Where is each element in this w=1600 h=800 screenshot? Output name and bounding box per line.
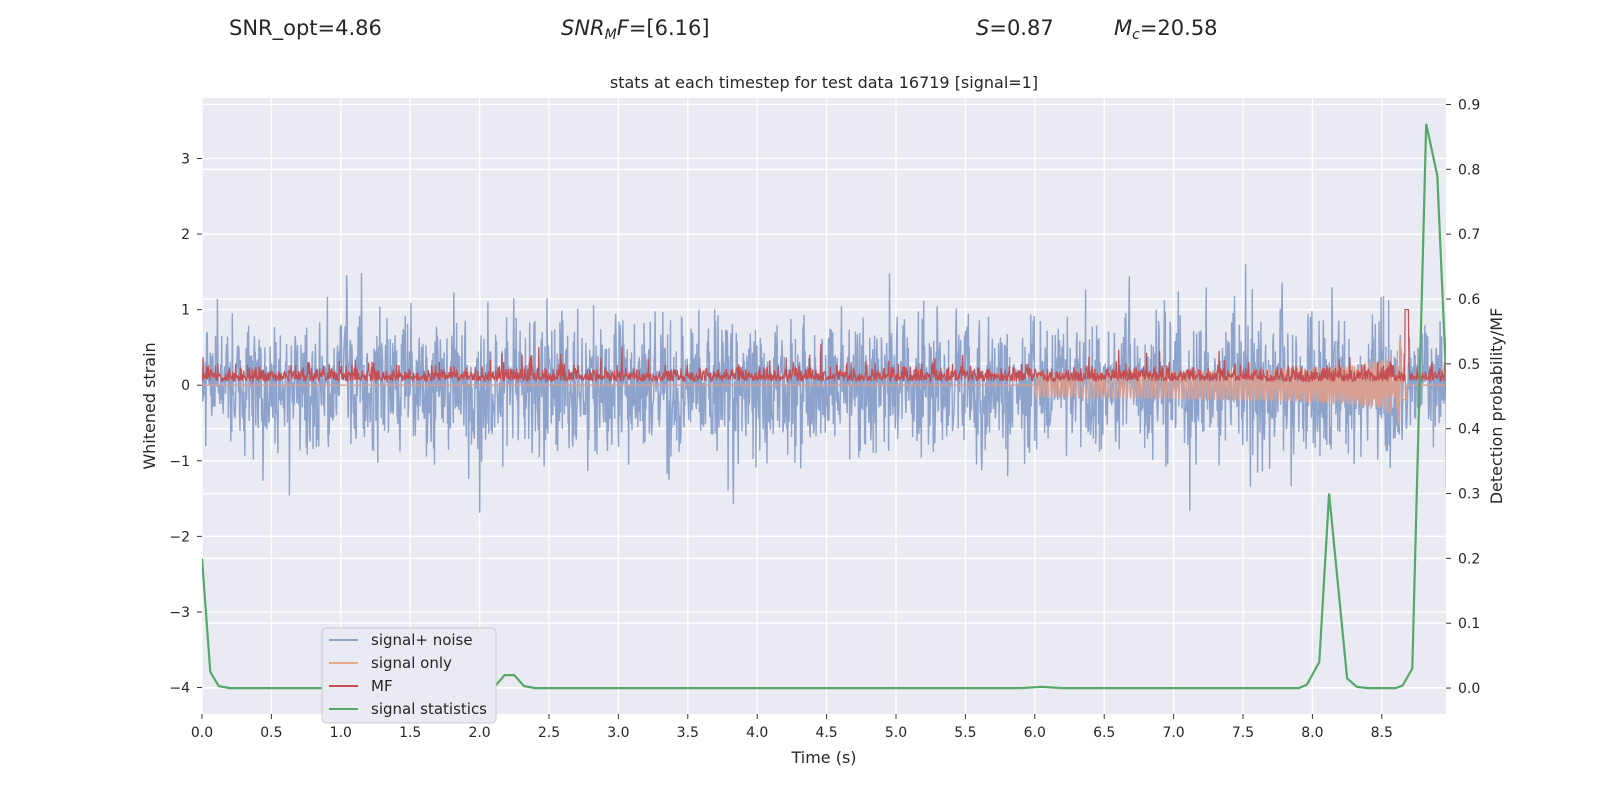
x-tick-label: 4.0 xyxy=(746,725,768,741)
mc-value: =20.58 xyxy=(1139,16,1218,40)
y2-axis-label: Detection probability/MF xyxy=(1487,308,1506,505)
x-axis-ticks: 0.0 0.5 1.0 1.5 2.0 2.5 3.0 3.5 4.0 4.5 5.0 5.5 6.0 6… xyxy=(191,714,1393,741)
x-tick-label: 2.5 xyxy=(538,725,560,741)
x-tick-label: 1.5 xyxy=(399,725,421,741)
series-mf xyxy=(202,309,1446,384)
x-axis-label: Time (s) xyxy=(790,748,856,767)
y2-tick-label: 0.0 xyxy=(1458,681,1480,697)
mc-label: Mc=20.58 xyxy=(1114,16,1218,43)
legend: signal+ noise signal only MF signal stat… xyxy=(321,627,497,724)
y2-tick-label: 0.8 xyxy=(1458,162,1480,178)
series-signal-noise xyxy=(202,264,1446,513)
y2-tick-label: 0.6 xyxy=(1458,292,1480,308)
y-tick-label: 1 xyxy=(181,303,190,319)
x-tick-label: 3.0 xyxy=(607,725,629,741)
y2-tick-label: 0.4 xyxy=(1458,422,1480,438)
snr-mf-symbol-f: F xyxy=(616,16,629,40)
legend-label-signal-statistics: signal statistics xyxy=(371,700,487,718)
chart-title: stats at each timestep for test data 167… xyxy=(610,73,1038,92)
y-tick-label: 2 xyxy=(181,227,190,243)
x-tick-label: 8.5 xyxy=(1371,725,1393,741)
s-symbol: S xyxy=(976,16,990,40)
x-tick-label: 4.5 xyxy=(815,725,837,741)
x-tick-label: 8.0 xyxy=(1301,725,1323,741)
y-axis-label: Whitened strain xyxy=(140,342,159,469)
y2-tick-label: 0.1 xyxy=(1458,616,1480,632)
x-tick-label: 7.0 xyxy=(1162,725,1184,741)
s-label: S=0.87 xyxy=(976,16,1054,40)
y-axis-ticks: −4 −3 −2 −1 0 1 2 3 xyxy=(169,151,202,697)
legend-label-mf: MF xyxy=(371,677,393,695)
y2-tick-label: 0.3 xyxy=(1458,487,1480,503)
x-tick-label: 5.0 xyxy=(885,725,907,741)
y2-tick-label: 0.7 xyxy=(1458,227,1480,243)
x-tick-label: 1.0 xyxy=(330,725,352,741)
snr-mf-subscript: M xyxy=(604,27,617,43)
y-tick-label: 3 xyxy=(181,151,190,167)
y-tick-label: −1 xyxy=(169,454,190,470)
snr-opt-text: SNR_opt=4.86 xyxy=(229,16,382,40)
s-value: =0.87 xyxy=(989,16,1054,40)
x-tick-label: 7.5 xyxy=(1232,725,1254,741)
legend-box xyxy=(321,627,497,724)
y2-tick-label: 0.9 xyxy=(1458,97,1480,113)
snr-mf-label: SNRMF=[6.16] xyxy=(561,16,710,43)
mc-subscript: c xyxy=(1132,27,1140,43)
x-tick-label: 0.5 xyxy=(260,725,282,741)
y-tick-label: −3 xyxy=(169,605,190,621)
snr-mf-value: =[6.16] xyxy=(628,16,710,40)
legend-label-signal-only: signal only xyxy=(371,654,452,672)
y-tick-label: −2 xyxy=(169,529,190,545)
x-tick-label: 3.5 xyxy=(677,725,699,741)
x-tick-label: 5.5 xyxy=(954,725,976,741)
y2-tick-label: 0.5 xyxy=(1458,357,1480,373)
snr-mf-symbol: SNR xyxy=(561,16,605,40)
y-tick-label: 0 xyxy=(181,378,190,394)
y2-tick-label: 0.2 xyxy=(1458,551,1480,567)
x-tick-label: 2.0 xyxy=(468,725,490,741)
x-tick-label: 6.5 xyxy=(1093,725,1115,741)
x-tick-label: 0.0 xyxy=(191,725,213,741)
y2-axis-ticks: 0.0 0.1 0.2 0.3 0.4 0.5 0.6 0.7 0.8 0.9 xyxy=(1446,97,1480,697)
mc-symbol: M xyxy=(1114,16,1133,40)
y-tick-label: −4 xyxy=(169,681,190,697)
snr-opt-label: SNR_opt=4.86 xyxy=(229,16,382,40)
x-tick-label: 6.0 xyxy=(1024,725,1046,741)
legend-label-signal-noise: signal+ noise xyxy=(371,631,473,649)
